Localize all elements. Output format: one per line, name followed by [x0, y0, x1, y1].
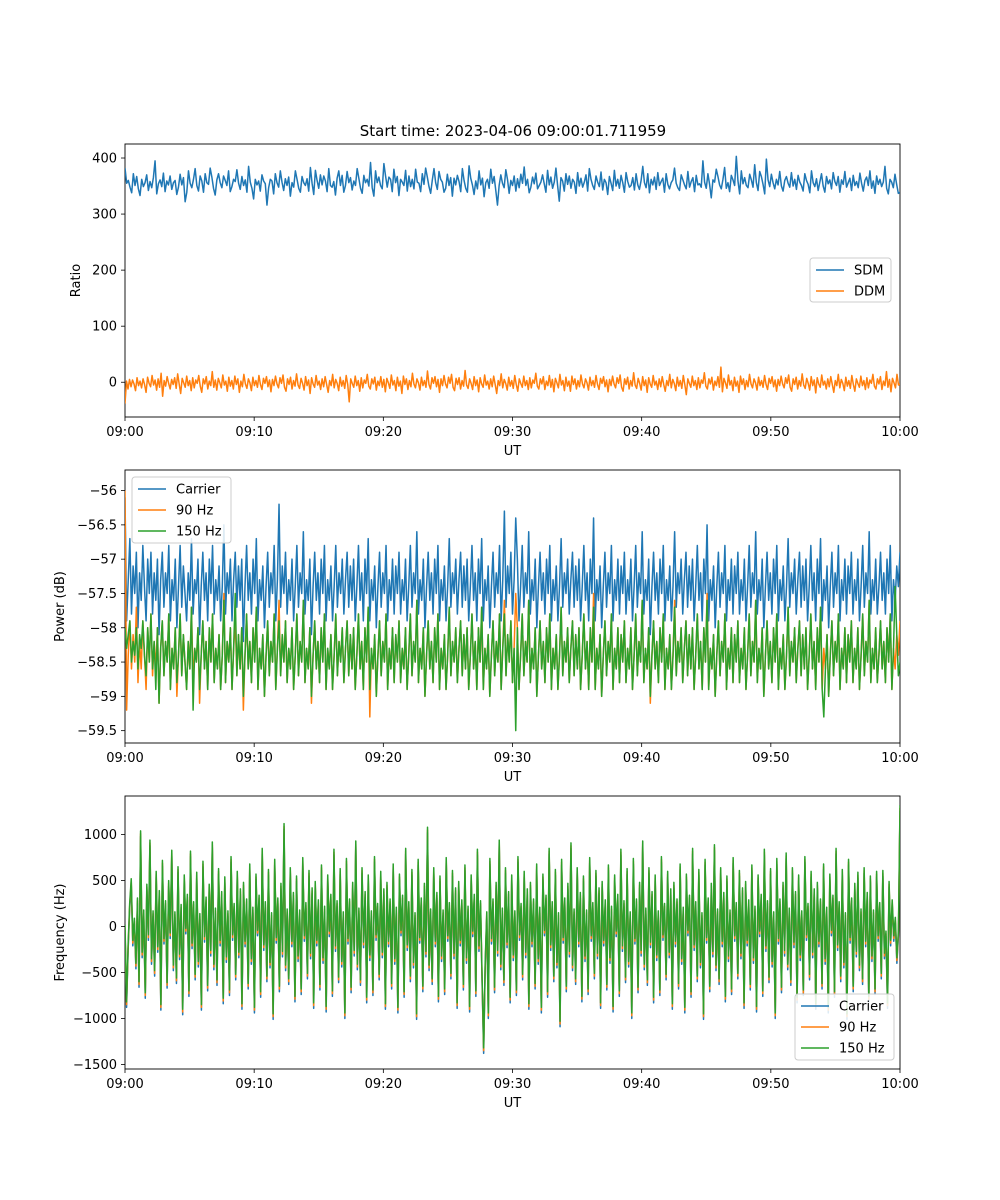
series-line-sdm: [125, 155, 900, 206]
legend-label: 150 Hz: [839, 1042, 885, 1057]
series-line-150-hz: [125, 805, 900, 1049]
y-axis-label: Frequency (Hz): [53, 883, 68, 981]
y-axis-label: Ratio: [69, 264, 84, 297]
y-tick-label: 1000: [84, 828, 117, 843]
x-tick-label: 09:30: [494, 425, 531, 440]
x-tick-label: 10:00: [881, 1077, 918, 1092]
legend: SDM DDM: [809, 257, 892, 303]
y-tick-label: −57.5: [77, 587, 117, 602]
legend-label: DDM: [854, 285, 885, 300]
legend-label: 90 Hz: [839, 1021, 876, 1036]
x-tick-label: 09:30: [494, 1077, 531, 1092]
legend-label: 150 Hz: [176, 525, 222, 540]
x-tick-label: 09:40: [623, 425, 660, 440]
x-tick-label: 09:10: [235, 751, 272, 766]
legend: Carrier 90 Hz 150 Hz: [794, 993, 895, 1061]
series-line-carrier: [125, 497, 900, 643]
x-tick-label: 09:40: [623, 1077, 660, 1092]
y-axis-label: Power (dB): [53, 571, 68, 642]
x-tick-label: 09:30: [494, 751, 531, 766]
x-tick-label: 09:50: [752, 1077, 789, 1092]
y-tick-label: −500: [81, 966, 117, 981]
x-tick-label: 09:00: [106, 751, 143, 766]
y-tick-label: −58: [90, 621, 117, 636]
legend-box: [794, 993, 895, 1061]
y-tick-label: 0: [109, 920, 117, 935]
x-axis-label: UT: [504, 1096, 522, 1111]
x-tick-label: 09:50: [752, 751, 789, 766]
x-tick-label: 09:20: [365, 425, 402, 440]
x-tick-label: 10:00: [881, 751, 918, 766]
x-tick-label: 09:50: [752, 425, 789, 440]
y-tick-label: 0: [109, 376, 117, 391]
y-tick-label: −59: [90, 690, 117, 705]
y-tick-label: 100: [92, 320, 117, 335]
x-axis-label: UT: [504, 444, 522, 459]
y-tick-label: 200: [92, 264, 117, 279]
y-tick-label: −57: [90, 553, 117, 568]
x-tick-label: 10:00: [881, 425, 918, 440]
legend-label: Carrier: [839, 1000, 884, 1015]
legend-label: Carrier: [176, 483, 221, 498]
power-panel: 09:00 09:10 09:20 09:30 09:40 09:50 10:00 −56 −5…: [53, 469, 919, 785]
x-tick-label: 09:10: [235, 1077, 272, 1092]
figure-title: Start time: 2023-04-06 09:00:01.711959: [360, 122, 666, 140]
frequency-panel: 09:00 09:10 09:20 09:30 09:40 09:50 10:00 1000 5…: [53, 795, 919, 1111]
y-tick-label: −1000: [73, 1012, 117, 1027]
x-tick-label: 09:20: [365, 751, 402, 766]
y-tick-label: 300: [92, 208, 117, 223]
x-tick-label: 09:00: [106, 1077, 143, 1092]
series-line-150-hz: [125, 585, 900, 732]
y-tick-label: 400: [92, 152, 117, 167]
y-tick-label: −56: [90, 484, 117, 499]
legend-label: 90 Hz: [176, 504, 213, 519]
x-tick-label: 09:10: [235, 425, 272, 440]
legend: Carrier 90 Hz 150 Hz: [131, 476, 232, 544]
x-axis-label: UT: [504, 770, 522, 785]
legend-box: [131, 476, 232, 544]
series-line-ddm: [125, 366, 900, 404]
x-tick-label: 09:40: [623, 751, 660, 766]
x-tick-label: 09:20: [365, 1077, 402, 1092]
y-tick-label: −1500: [73, 1058, 117, 1073]
y-tick-label: −58.5: [77, 656, 117, 671]
legend-label: SDM: [854, 264, 883, 279]
y-tick-label: −56.5: [77, 518, 117, 533]
y-tick-label: 500: [92, 874, 117, 889]
ratio-panel: 09:00 09:10 09:20 09:30 09:40 09:50 10:00 0 100 2…: [69, 143, 919, 459]
x-tick-label: 09:00: [106, 425, 143, 440]
y-tick-label: −59.5: [77, 724, 117, 739]
